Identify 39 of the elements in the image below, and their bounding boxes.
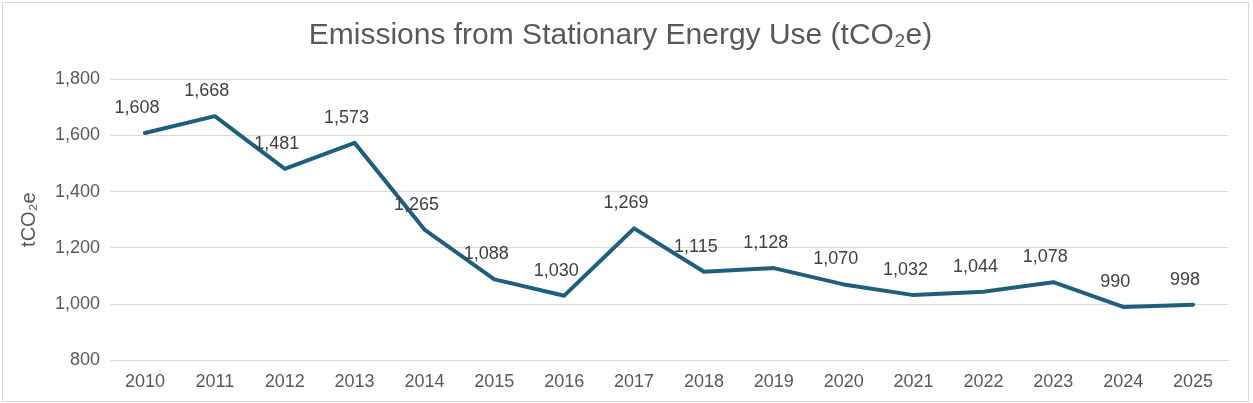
data-label: 1,032 (883, 259, 929, 280)
data-label: 1,070 (813, 248, 859, 269)
x-tick-label: 2012 (264, 371, 305, 392)
x-tick-label: 2015 (474, 371, 515, 392)
x-tick-label: 2014 (404, 371, 445, 392)
data-label: 1,115 (674, 235, 718, 256)
x-tick-label: 2025 (1173, 371, 1214, 392)
data-label: 1,088 (463, 243, 509, 264)
data-label: 1,573 (324, 106, 370, 127)
y-tick-label: 1,800 (55, 67, 101, 88)
data-label: 1,608 (114, 97, 160, 117)
x-tick-label: 2021 (893, 371, 934, 392)
x-tick-label: 2013 (334, 371, 375, 392)
y-tick-label: 1,000 (55, 293, 101, 314)
data-label: 1,030 (533, 259, 579, 280)
x-tick-label: 2019 (753, 371, 794, 392)
x-tick-label: 2010 (124, 371, 165, 392)
y-tick-label: 800 (70, 349, 101, 370)
x-tick-label: 2022 (963, 371, 1004, 392)
y-axis-title: tCO₂e (16, 192, 39, 247)
data-label: 998 (1170, 268, 1201, 289)
x-tick-label: 2016 (544, 371, 585, 392)
y-tick-label: 1,600 (55, 124, 101, 145)
x-tick-label: 2017 (614, 371, 655, 392)
x-tick-label: 2023 (1033, 371, 1074, 392)
data-label: 1,668 (184, 80, 230, 101)
x-tick-label: 2018 (683, 371, 724, 392)
data-label: 1,044 (952, 255, 998, 276)
data-label: 1,481 (254, 132, 300, 153)
data-label: 1,128 (743, 232, 789, 253)
chart-title: Emissions from Stationary Energy Use (tCO₂e) (308, 17, 933, 51)
y-tick-label: 1,200 (55, 236, 101, 257)
x-tick-label: 2011 (195, 371, 235, 392)
data-label: 1,269 (603, 192, 649, 213)
data-label: 1,078 (1022, 246, 1068, 267)
x-tick-label: 2020 (823, 371, 864, 392)
data-label: 990 (1100, 270, 1131, 291)
y-tick-label: 1,400 (55, 180, 101, 201)
x-tick-label: 2024 (1103, 371, 1144, 392)
